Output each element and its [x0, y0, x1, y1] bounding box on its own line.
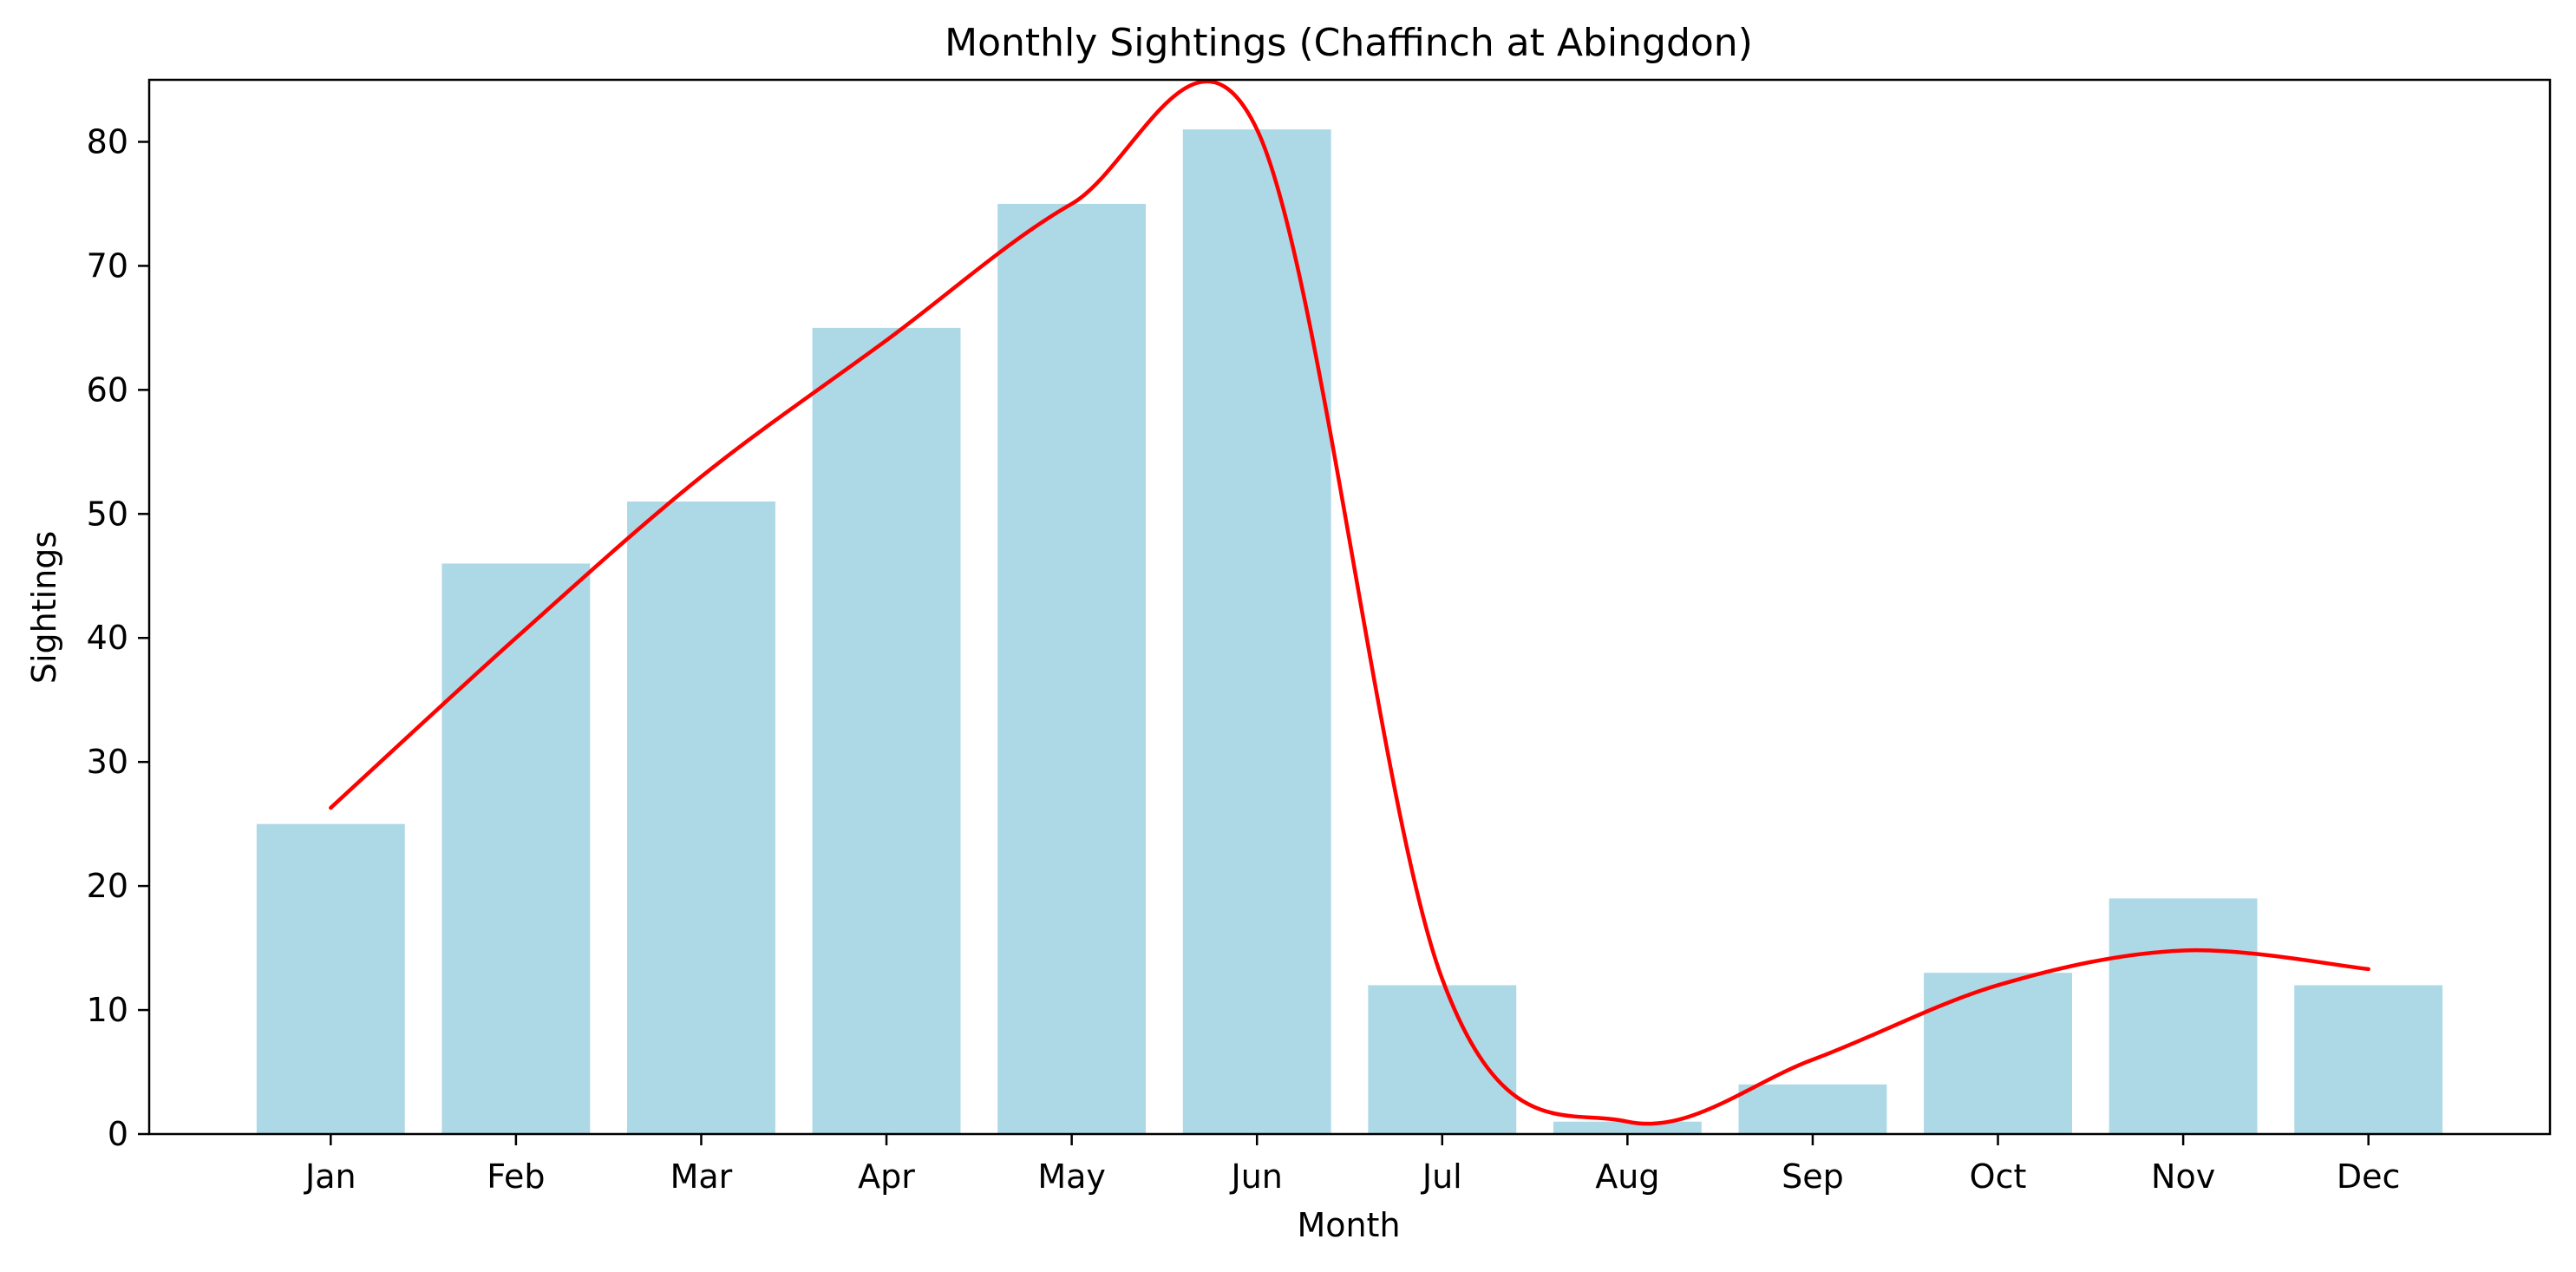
x-tick-label-sep: Sep: [1782, 1157, 1844, 1196]
chart-title: Monthly Sightings (Chaffinch at Abingdon…: [945, 21, 1753, 65]
bar-jan: [256, 823, 405, 1134]
bar-nov: [2109, 898, 2258, 1134]
y-tick-label: 50: [87, 495, 128, 533]
x-tick-label-jun: Jun: [1230, 1157, 1283, 1196]
x-tick-label-may: May: [1037, 1157, 1106, 1196]
y-axis: 0 10 20 30 40 50 60 70 80: [87, 122, 149, 1153]
bars-layer: [256, 129, 2443, 1135]
x-tick-label-feb: Feb: [487, 1157, 545, 1196]
bar-jun: [1182, 129, 1331, 1134]
trend-line-layer: [329, 79, 2370, 1126]
x-tick-label-jan: Jan: [304, 1157, 356, 1196]
x-tick-label-apr: Apr: [858, 1157, 915, 1196]
x-tick-label-aug: Aug: [1595, 1157, 1659, 1196]
y-tick-label: 80: [87, 122, 128, 161]
x-axis: Jan Feb Mar Apr May Jun Jul Aug Sep Oct Nov Dec: [304, 1134, 2400, 1196]
x-tick-label-oct: Oct: [1970, 1157, 2027, 1196]
trend-line: [329, 79, 2370, 1126]
x-axis-label: Month: [1297, 1206, 1400, 1244]
y-tick-label: 30: [87, 743, 128, 781]
y-tick-label: 20: [87, 867, 128, 905]
y-tick-label: 10: [87, 991, 128, 1029]
bar-apr: [812, 327, 961, 1135]
y-tick-label: 0: [108, 1115, 128, 1153]
bar-sep: [1738, 1084, 1887, 1134]
x-tick-label-jul: Jul: [1421, 1157, 1462, 1196]
x-tick-label-mar: Mar: [670, 1157, 733, 1196]
bar-mar: [627, 502, 775, 1134]
bar-dec: [2294, 985, 2443, 1134]
bar-aug: [1553, 1121, 1702, 1134]
bar-feb: [441, 563, 591, 1134]
x-tick-label-dec: Dec: [2337, 1157, 2401, 1196]
y-axis-label: Sightings: [25, 531, 63, 684]
x-tick-label-nov: Nov: [2151, 1157, 2215, 1196]
bar-oct: [1924, 973, 2072, 1134]
bar-jul: [1368, 985, 1517, 1134]
bar-may: [997, 203, 1147, 1135]
y-tick-label: 40: [87, 619, 128, 657]
plot-frame: [147, 78, 2552, 1136]
y-tick-label: 60: [87, 370, 128, 409]
y-tick-label: 70: [87, 246, 128, 285]
